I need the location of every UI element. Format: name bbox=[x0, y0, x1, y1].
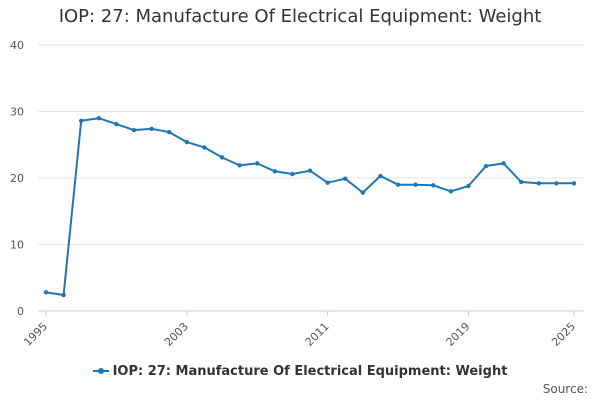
data-point-1999 bbox=[114, 121, 119, 127]
data-point-2013 bbox=[360, 190, 365, 195]
data-point-1997 bbox=[79, 118, 84, 124]
data-point-2020 bbox=[483, 163, 489, 169]
data-point-2005 bbox=[219, 155, 225, 160]
data-point-2023 bbox=[536, 181, 541, 186]
data-point-2018 bbox=[448, 189, 453, 194]
data-point-2003 bbox=[184, 139, 189, 145]
data-point-2015 bbox=[395, 182, 401, 187]
data-point-2022 bbox=[519, 179, 524, 185]
y-tick-label-10: 10 bbox=[10, 239, 24, 252]
source-label[interactable]: Source: bbox=[542, 382, 588, 396]
data-point-1996 bbox=[61, 292, 66, 298]
data-point-2009 bbox=[290, 171, 295, 177]
y-tick-label-30: 30 bbox=[10, 106, 24, 119]
data-point-2016 bbox=[413, 182, 418, 187]
data-point-2011 bbox=[325, 180, 330, 185]
data-point-2025 bbox=[571, 181, 577, 186]
x-tick-label-2019: 2019 bbox=[444, 320, 473, 349]
legend-line-icon bbox=[92, 367, 109, 374]
data-point-2000 bbox=[131, 127, 137, 133]
y-tick-label-0: 0 bbox=[17, 305, 24, 318]
data-point-2024 bbox=[554, 181, 559, 186]
data-point-2002 bbox=[167, 129, 172, 135]
data-point-2021 bbox=[501, 161, 506, 166]
data-point-2006 bbox=[237, 163, 242, 168]
data-point-2004 bbox=[202, 145, 207, 150]
data-point-2010 bbox=[307, 168, 313, 173]
data-point-2014 bbox=[378, 173, 383, 179]
data-point-2019 bbox=[466, 183, 471, 189]
data-point-2007 bbox=[255, 161, 260, 166]
legend-label: IOP: 27: Manufacture Of Electrical Equip… bbox=[112, 364, 508, 379]
data-point-2012 bbox=[343, 176, 348, 181]
x-tick-label-2003: 2003 bbox=[162, 320, 191, 349]
data-point-2001 bbox=[149, 126, 154, 131]
chart-title: IOP: 27: Manufacture Of Electrical Equip… bbox=[58, 6, 542, 27]
x-tick-label-1995: 1995 bbox=[21, 320, 50, 349]
legend[interactable]: IOP: 27: Manufacture Of Electrical Equip… bbox=[0, 364, 600, 379]
y-tick-label-20: 20 bbox=[10, 172, 24, 185]
y-tick-label-40: 40 bbox=[10, 39, 24, 52]
data-point-2017 bbox=[431, 183, 436, 188]
data-point-2008 bbox=[272, 169, 277, 174]
data-point-1998 bbox=[96, 115, 102, 121]
x-tick-label-2025: 2025 bbox=[549, 320, 578, 349]
x-tick-label-2011: 2011 bbox=[303, 320, 332, 349]
series-line-0 bbox=[45, 117, 574, 296]
data-point-1995 bbox=[43, 290, 49, 295]
